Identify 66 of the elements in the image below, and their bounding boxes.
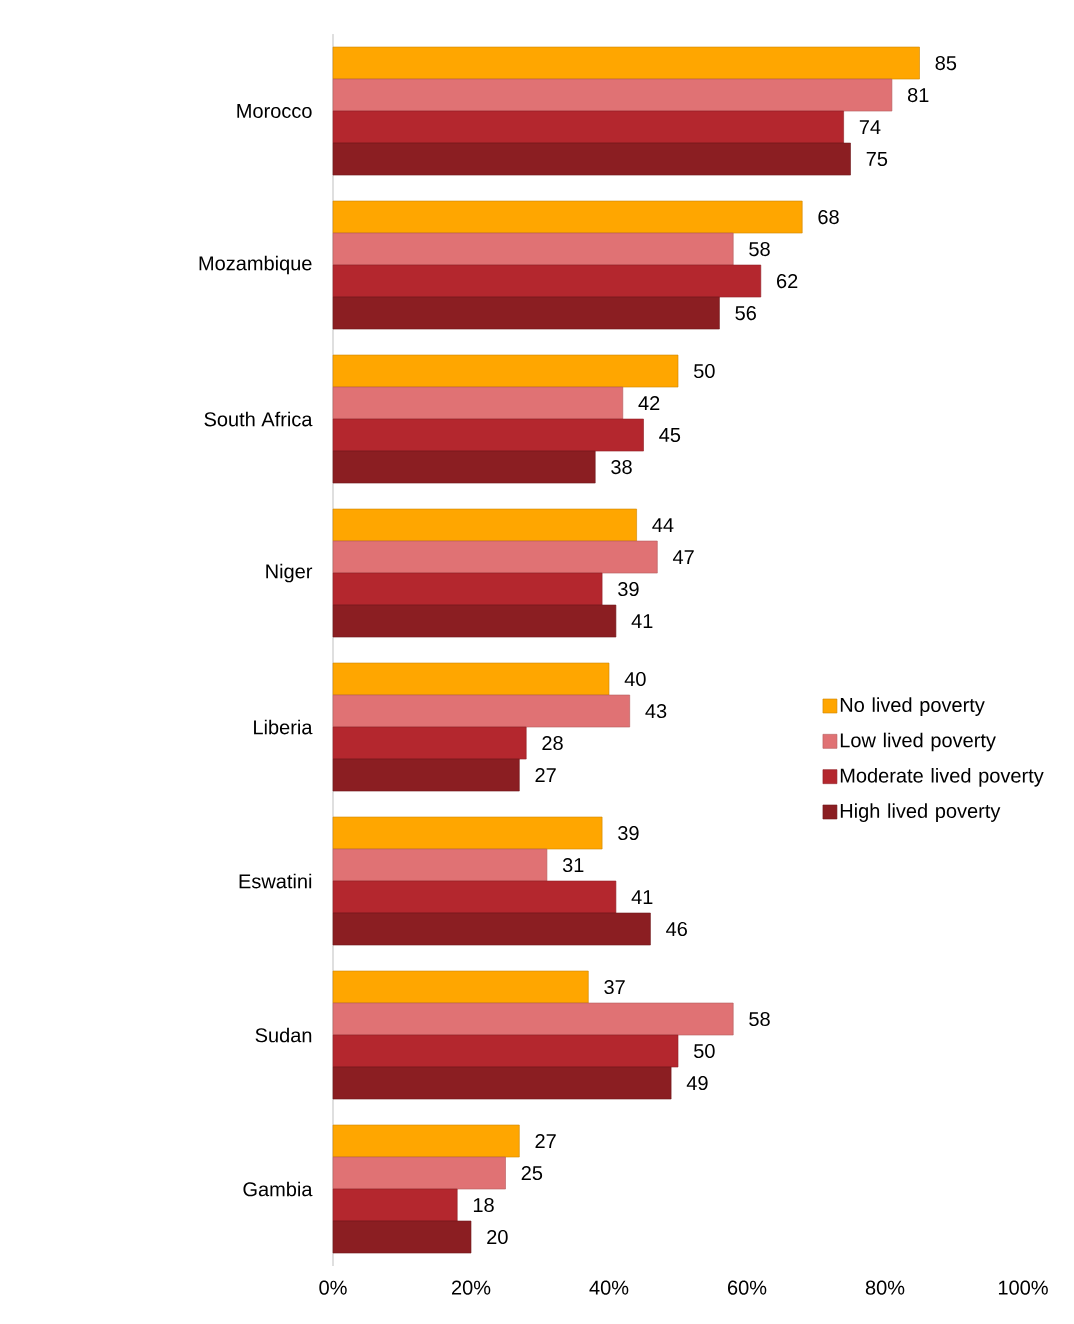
data-label: 27 [535,768,556,783]
data-label: 47 [672,550,694,564]
x-tick-label: 40% [589,1280,629,1295]
data-label: 85 [935,55,957,71]
data-label: 39 [618,825,639,841]
bar [332,540,658,574]
data-label: 68 [818,209,839,225]
bar [332,508,637,542]
data-label: 38 [611,459,632,475]
x-tick-label: 60% [728,1280,767,1295]
bar [332,1124,520,1158]
x-tick-label: 20% [451,1280,491,1295]
legend-label: No lived poverty [840,697,985,716]
data-label: 42 [638,396,660,411]
data-label: 45 [659,428,681,443]
data-label: 18 [473,1197,494,1213]
data-label: 28 [542,735,563,751]
y-tick-label: Gambia [243,1181,313,1197]
bar [332,662,610,696]
data-label: 56 [735,305,756,321]
x-tick-label: 80% [865,1280,905,1295]
legend-label: High lived poverty [840,803,1001,822]
data-label: 25 [521,1165,543,1181]
legend-label: Low lived poverty [840,732,996,752]
bar [332,78,893,112]
bar [332,200,803,234]
bar [332,386,624,420]
data-label: 62 [777,273,798,289]
x-tick-label: 0% [319,1280,347,1295]
y-tick-label: Morocco [237,104,312,119]
data-label: 81 [907,87,929,103]
data-label: 20 [487,1229,508,1245]
y-tick-label: Liberia [254,719,313,735]
data-label: 41 [631,614,653,628]
y-tick-label: Eswatini [239,873,312,889]
y-tick-label: South Africa [204,411,313,427]
bar [332,970,589,1004]
y-tick-label: Mozambique [199,255,312,275]
bar [332,816,603,850]
data-label: 27 [535,1134,556,1148]
y-tick-label: Niger [266,563,313,583]
y-tick-label: Sudan [255,1027,312,1043]
data-label: 39 [618,581,639,597]
data-label: 50 [694,1043,715,1059]
data-label: 41 [631,890,653,904]
data-label: 58 [749,1011,770,1027]
bar [332,46,920,80]
bar [332,848,548,882]
bar [332,1156,506,1190]
data-label: 49 [686,1075,708,1091]
data-label: 50 [694,363,715,379]
legend-label: Moderate lived poverty [840,767,1044,787]
bar [332,354,679,388]
x-tick-label: 100% [998,1280,1048,1295]
bar [332,1002,734,1036]
data-label: 75 [866,152,888,167]
data-label: 31 [562,857,584,873]
bar [332,694,631,728]
data-label: 44 [652,518,674,532]
data-label: 74 [859,120,881,134]
bar [332,232,734,266]
data-label: 37 [604,979,625,995]
data-label: 46 [666,921,687,937]
data-label: 40 [624,671,646,687]
data-label: 43 [645,703,667,719]
data-label: 58 [749,241,770,257]
